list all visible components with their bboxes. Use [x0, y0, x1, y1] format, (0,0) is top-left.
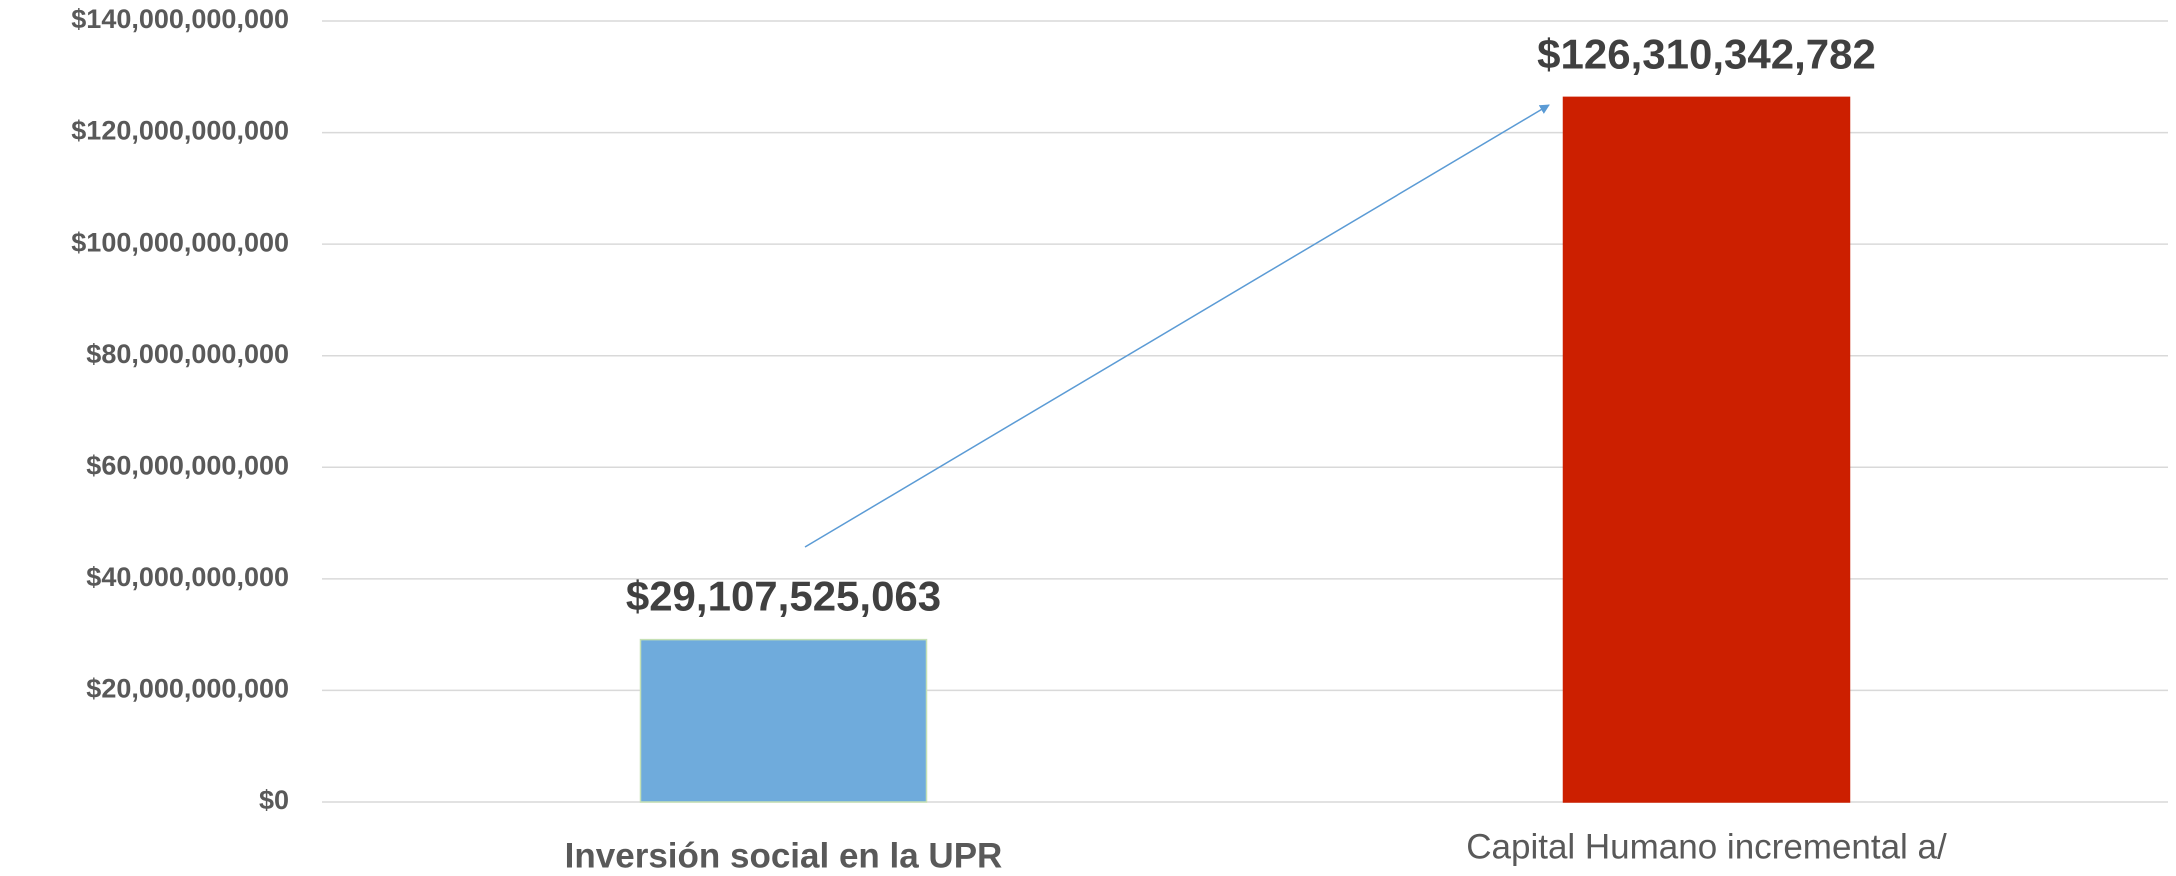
y-tick-label: $20,000,000,000	[86, 674, 289, 704]
y-tick-label: $60,000,000,000	[86, 450, 289, 480]
y-tick-label: $0	[259, 785, 289, 815]
y-tick-label: $140,000,000,000	[71, 4, 289, 34]
bars	[639, 96, 1851, 803]
y-tick-label: $80,000,000,000	[86, 339, 289, 369]
arrow	[804, 104, 1550, 548]
bar	[639, 638, 928, 803]
y-tick-label: $40,000,000,000	[86, 562, 289, 592]
y-tick-label: $100,000,000,000	[71, 227, 289, 257]
x-tick-label: Capital Humano incremental a/	[1466, 827, 1947, 866]
grid	[322, 20, 2168, 803]
value-label: $29,107,525,063	[626, 573, 941, 620]
value-label: $126,310,342,782	[1537, 30, 1876, 77]
x-tick-label: Inversión social en la UPR	[565, 836, 1003, 875]
bar	[1562, 96, 1851, 803]
y-tick-label: $120,000,000,000	[71, 116, 289, 146]
